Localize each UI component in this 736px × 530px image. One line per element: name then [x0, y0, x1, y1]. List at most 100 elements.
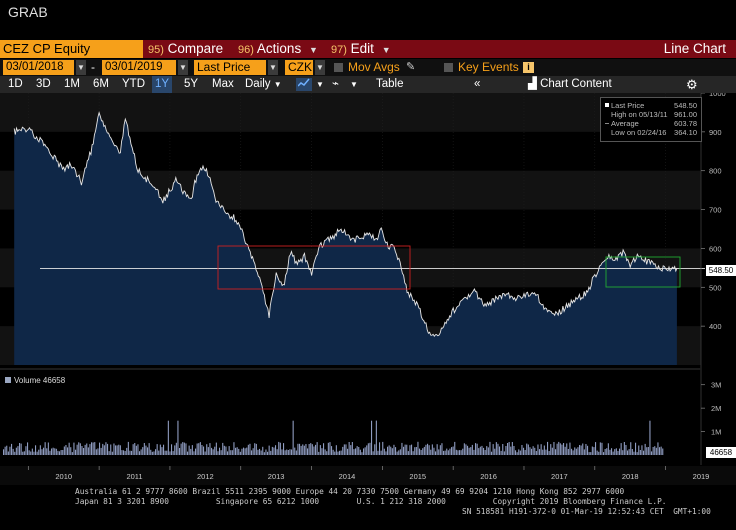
- line-chart-type-icon[interactable]: [296, 78, 312, 91]
- frequency-select[interactable]: Daily ▼: [245, 76, 282, 93]
- field-dropdown-icon[interactable]: ▼: [268, 60, 278, 75]
- volume-bar: [507, 443, 509, 455]
- volume-bar: [15, 447, 17, 455]
- volume-bar: [383, 448, 385, 455]
- end-date-dropdown-icon[interactable]: ▼: [178, 60, 188, 75]
- volume-bar: [468, 447, 470, 455]
- volume-bar: [388, 445, 390, 455]
- footer: Australia 61 2 9777 8600 Brazil 5511 239…: [0, 485, 736, 530]
- volume-bar: [585, 444, 587, 455]
- volume-bar: [609, 449, 611, 455]
- volume-bar: [518, 449, 520, 455]
- volume-bar: [263, 452, 265, 455]
- volume-bar: [351, 442, 353, 455]
- volume-bar: [193, 451, 195, 455]
- period-max[interactable]: Max: [212, 78, 234, 90]
- volume-legend: Volume 46658: [5, 376, 65, 385]
- currency-dropdown-icon[interactable]: ▼: [315, 60, 325, 75]
- edit-label: Edit: [350, 41, 374, 56]
- actions-num: 96): [238, 44, 254, 56]
- volume-bar: [316, 442, 318, 455]
- volume-bar: [428, 445, 430, 455]
- volume-bar: [327, 442, 329, 455]
- period-1m[interactable]: 1M: [64, 78, 80, 90]
- edit-menu[interactable]: 97) Edit ▼: [331, 40, 391, 58]
- volume-bar: [559, 443, 561, 455]
- volume-bar: [409, 445, 411, 455]
- pencil-icon[interactable]: ✎: [406, 61, 416, 73]
- volume-bar: [660, 446, 662, 455]
- volume-bar: [180, 443, 182, 455]
- volume-bar: [329, 442, 331, 455]
- mov-avgs-checkbox[interactable]: [334, 63, 343, 72]
- period-1y[interactable]: 1Y: [152, 76, 173, 93]
- volume-bar: [444, 450, 446, 455]
- volume-bar: [23, 451, 25, 455]
- period-1d[interactable]: 1D: [8, 78, 23, 90]
- volume-bar: [139, 451, 141, 455]
- table-button[interactable]: Table: [376, 78, 404, 90]
- period-6m[interactable]: 6M: [93, 78, 109, 90]
- volume-bar: [606, 448, 608, 455]
- volume-bar: [467, 445, 469, 455]
- volume-bar: [225, 446, 227, 455]
- volume-bar: [25, 446, 27, 455]
- volume-bar: [118, 444, 120, 455]
- volume-bar: [241, 448, 243, 455]
- volume-bar: [625, 445, 627, 455]
- period-5y[interactable]: 5Y: [184, 78, 199, 90]
- field-select[interactable]: Last Price: [194, 60, 266, 75]
- edit-caret-icon: ▼: [381, 45, 391, 55]
- volume-bar: [526, 443, 528, 455]
- volume-label: Volume: [14, 376, 41, 385]
- period-ytd[interactable]: YTD: [122, 78, 145, 90]
- volume-bar: [131, 450, 133, 455]
- currency-select[interactable]: CZK: [285, 60, 313, 75]
- frequency-label: Daily: [245, 78, 271, 90]
- draw-icon[interactable]: ⌁: [332, 78, 339, 90]
- volume-bar: [484, 450, 486, 455]
- volume-bar: [604, 449, 606, 455]
- volume-bar: [7, 451, 9, 455]
- info-icon[interactable]: i: [523, 62, 534, 73]
- volume-bar: [270, 450, 272, 455]
- period-3d[interactable]: 3D: [36, 78, 51, 90]
- volume-bar: [199, 442, 201, 455]
- volume-bar: [187, 451, 189, 455]
- actions-menu[interactable]: 96) Actions ▼: [238, 40, 318, 58]
- function-bar: [0, 40, 736, 58]
- chart-type-caret-icon[interactable]: ▼: [316, 80, 324, 89]
- background-band: [0, 93, 701, 132]
- volume-bar: [452, 446, 454, 455]
- start-date-dropdown-icon[interactable]: ▼: [76, 60, 86, 75]
- collapse-chevron-icon[interactable]: «: [474, 78, 481, 90]
- volume-bar: [38, 449, 40, 455]
- ticker-field[interactable]: CEZ CP Equity: [0, 40, 143, 58]
- volume-bar: [590, 452, 592, 455]
- compare-menu[interactable]: 95) Compare: [148, 40, 223, 58]
- volume-tick-label: 1M: [711, 428, 721, 437]
- volume-bar: [502, 444, 504, 455]
- key-events-checkbox[interactable]: [444, 63, 453, 72]
- settings-gear-icon[interactable]: ⚙: [686, 77, 698, 92]
- volume-bar: [159, 444, 161, 455]
- y-axis-ticks: 400 500 600 700 800 900 1000: [701, 93, 726, 331]
- volume-bar: [347, 448, 349, 455]
- volume-bar: [183, 442, 185, 455]
- volume-bar: [265, 449, 267, 455]
- volume-bar: [17, 446, 19, 455]
- volume-bar: [57, 450, 59, 455]
- volume-bar: [214, 446, 216, 455]
- volume-bar: [366, 445, 368, 455]
- volume-bar: [494, 448, 496, 455]
- volume-tick-label: 2M: [711, 404, 721, 413]
- y-tick-label: 1000: [709, 93, 726, 98]
- chart-content-button[interactable]: ▟ Chart Content: [528, 76, 612, 93]
- volume-bar: [367, 443, 369, 455]
- start-date-input[interactable]: 03/01/2018: [3, 60, 74, 75]
- volume-bar: [489, 441, 491, 455]
- end-date-input[interactable]: 03/01/2019: [102, 60, 176, 75]
- draw-caret-icon[interactable]: ▼: [350, 80, 358, 89]
- volume-bar: [9, 446, 11, 455]
- volume-bar: [471, 444, 473, 455]
